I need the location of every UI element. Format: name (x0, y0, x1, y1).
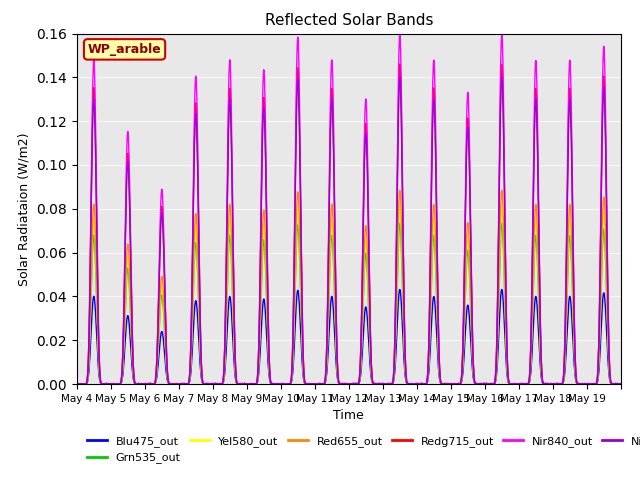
Grn535_out (127, 336, 135, 342)
Yel580_out (617, 381, 625, 387)
Nir945_out (396, 74, 404, 80)
Redg715_out (610, 381, 618, 386)
Line: Grn535_out: Grn535_out (77, 223, 621, 384)
Red655_out (381, 381, 389, 387)
Grn535_out (544, 381, 552, 387)
Red655_out (544, 381, 552, 387)
Redg715_out (544, 381, 552, 387)
Nir945_out (73, 381, 81, 387)
Nir945_out (610, 381, 618, 386)
Grn535_out (245, 381, 253, 387)
Nir945_out (544, 381, 552, 387)
Red655_out (513, 381, 521, 387)
Blu475_out (381, 381, 389, 387)
Yel580_out (513, 381, 520, 387)
Red655_out (73, 381, 81, 386)
Nir945_out (617, 381, 625, 386)
Nir840_out (73, 381, 81, 387)
Yel580_out (381, 381, 389, 387)
Nir945_out (381, 381, 389, 387)
Red655_out (617, 381, 625, 387)
Redg715_out (396, 61, 404, 67)
Nir945_out (513, 381, 521, 387)
Grn535_out (381, 381, 389, 387)
Legend: Blu475_out, Grn535_out, Yel580_out, Red655_out, Redg715_out, Nir840_out, Nir945_: Blu475_out, Grn535_out, Yel580_out, Red6… (83, 432, 640, 468)
Blu475_out (617, 381, 625, 387)
Yel580_out (127, 324, 135, 330)
Line: Nir840_out: Nir840_out (77, 34, 621, 384)
Red655_out (245, 381, 253, 387)
Redg715_out (381, 381, 389, 387)
Nir840_out (381, 381, 389, 387)
Blu475_out (244, 381, 252, 387)
Blu475_out (543, 381, 551, 387)
Line: Redg715_out: Redg715_out (77, 64, 621, 384)
Nir945_out (127, 294, 135, 300)
Grn535_out (73, 381, 81, 387)
Line: Yel580_out: Yel580_out (77, 206, 621, 384)
Grn535_out (73, 381, 81, 387)
Yel580_out (73, 381, 81, 387)
Grn535_out (617, 381, 625, 387)
Nir840_out (513, 381, 521, 387)
Nir840_out (544, 381, 552, 387)
Y-axis label: Solar Radiataion (W/m2): Solar Radiataion (W/m2) (18, 132, 31, 286)
Grn535_out (513, 381, 521, 387)
Grn535_out (610, 381, 618, 387)
Nir840_out (617, 381, 625, 387)
Yel580_out (244, 381, 252, 386)
Grn535_out (498, 220, 506, 226)
Nir840_out (610, 381, 618, 387)
X-axis label: Time: Time (333, 409, 364, 422)
Blu475_out (609, 381, 617, 387)
Yel580_out (543, 381, 551, 387)
Redg715_out (73, 381, 81, 387)
Nir840_out (127, 283, 135, 288)
Nir840_out (73, 381, 81, 387)
Nir945_out (73, 381, 81, 386)
Nir840_out (396, 31, 404, 36)
Red655_out (74, 381, 81, 387)
Red655_out (498, 187, 506, 193)
Red655_out (127, 326, 135, 332)
Redg715_out (73, 381, 81, 387)
Blu475_out (498, 287, 506, 292)
Red655_out (610, 381, 618, 387)
Title: Reflected Solar Bands: Reflected Solar Bands (264, 13, 433, 28)
Line: Nir945_out: Nir945_out (77, 77, 621, 384)
Blu475_out (73, 381, 81, 387)
Blu475_out (513, 381, 520, 387)
Yel580_out (609, 381, 617, 387)
Redg715_out (245, 381, 253, 387)
Text: WP_arable: WP_arable (88, 43, 161, 56)
Nir840_out (245, 381, 253, 387)
Redg715_out (513, 381, 521, 387)
Line: Red655_out: Red655_out (77, 190, 621, 384)
Nir945_out (245, 381, 253, 387)
Blu475_out (127, 351, 135, 357)
Redg715_out (127, 291, 135, 297)
Line: Blu475_out: Blu475_out (77, 289, 621, 384)
Redg715_out (617, 381, 625, 387)
Yel580_out (396, 204, 404, 209)
